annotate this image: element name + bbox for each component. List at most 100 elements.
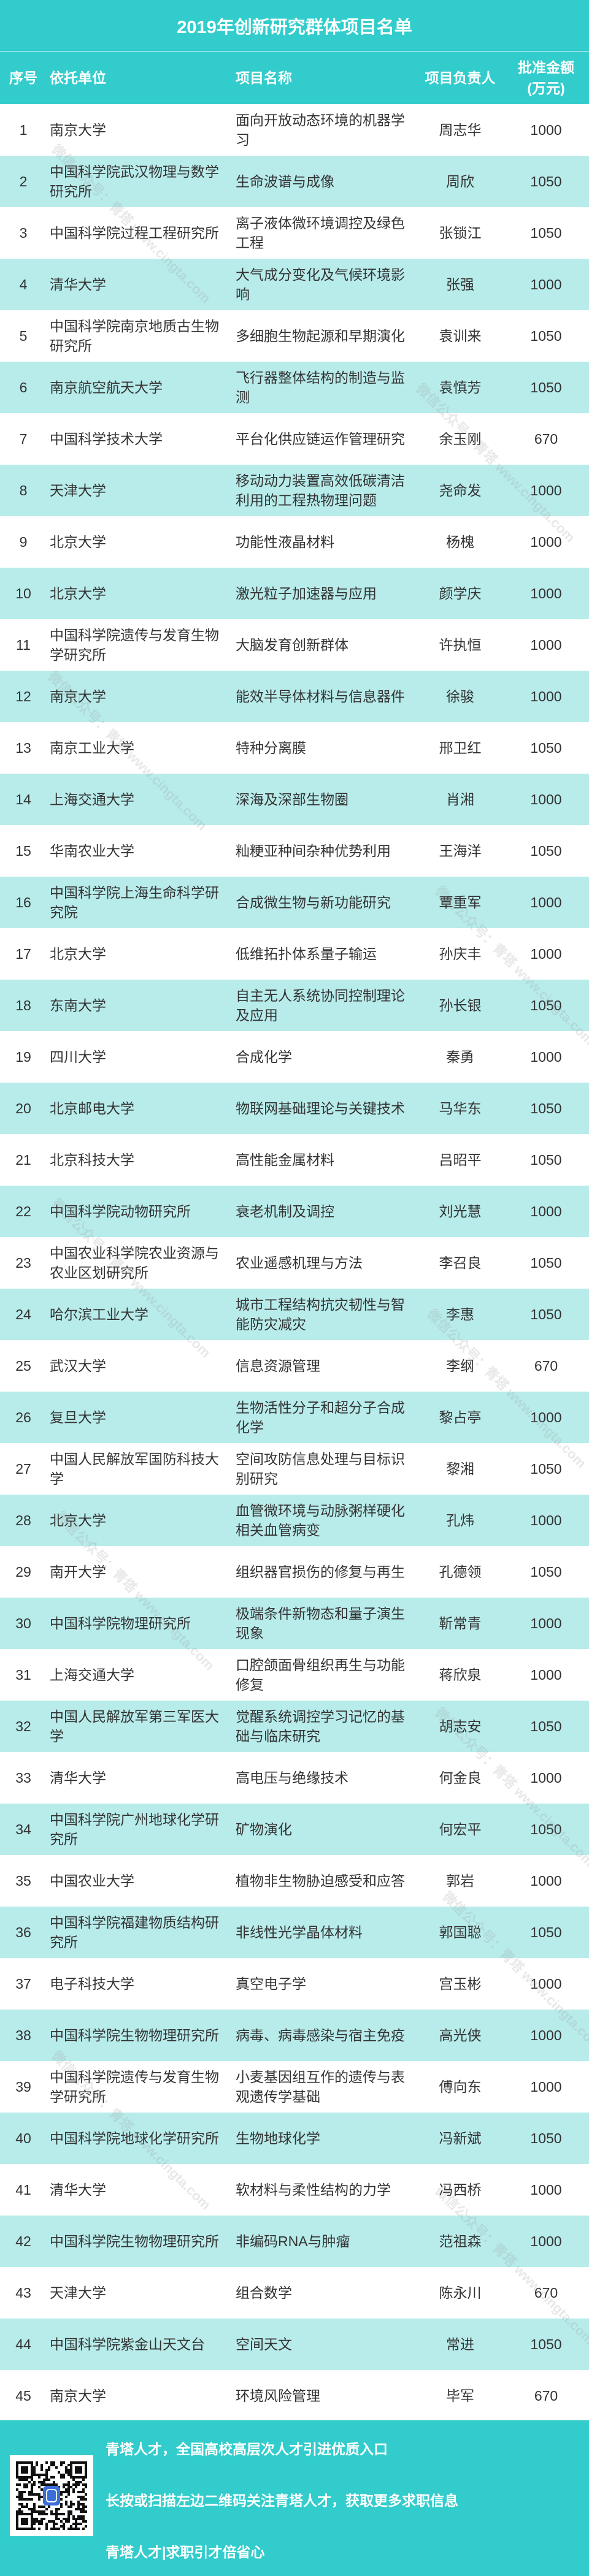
row-unit: 东南大学 bbox=[50, 997, 106, 1013]
row-amount: 1050 bbox=[530, 843, 562, 859]
row-amount: 670 bbox=[534, 431, 558, 447]
row-seq: 42 bbox=[15, 2233, 31, 2249]
row-unit: 上海交通大学 bbox=[50, 1667, 134, 1683]
row-project: 特种分离膜 bbox=[236, 740, 306, 756]
row-person: 黎占亭 bbox=[439, 1409, 482, 1425]
row-person: 冯西桥 bbox=[439, 2182, 482, 2198]
row-amount: 1050 bbox=[530, 997, 562, 1013]
row-person: 郭国聪 bbox=[439, 1924, 482, 1940]
row-project: 面向开放动态环境的机器学习 bbox=[236, 112, 405, 148]
table-row: 9 北京大学 功能性液晶材料 杨槐 1000 bbox=[0, 516, 589, 568]
row-person: 肖湘 bbox=[446, 791, 474, 807]
row-amount: 1050 bbox=[530, 379, 562, 395]
row-person: 高光侠 bbox=[439, 2027, 482, 2043]
row-person: 张强 bbox=[446, 276, 474, 292]
table-row: 27 中国人民解放军国防科技大学 空间攻防信息处理与目标识别研究 黎湘 1050 bbox=[0, 1443, 589, 1495]
table-row: 31 上海交通大学 口腔颌面骨组织再生与功能修复 蒋欣泉 1000 bbox=[0, 1649, 589, 1701]
header-amount-line2: (万元) bbox=[527, 80, 565, 96]
row-project: 大气成分变化及气候环境影响 bbox=[236, 267, 405, 302]
row-amount: 1000 bbox=[530, 482, 562, 498]
row-person: 李召良 bbox=[439, 1255, 482, 1271]
row-person: 尧命发 bbox=[439, 482, 482, 498]
row-project: 低维拓扑体系量子输运 bbox=[236, 946, 377, 962]
row-person: 靳常青 bbox=[439, 1615, 482, 1631]
row-seq: 33 bbox=[15, 1770, 31, 1786]
row-project: 合成微生物与新功能研究 bbox=[236, 894, 391, 910]
row-person: 孔德领 bbox=[439, 1564, 482, 1580]
row-project: 组合数学 bbox=[236, 2285, 292, 2301]
row-seq: 13 bbox=[15, 740, 31, 756]
row-unit: 北京大学 bbox=[50, 946, 106, 962]
row-seq: 30 bbox=[15, 1615, 31, 1631]
row-seq: 7 bbox=[19, 431, 28, 447]
table-row: 39 中国科学院遗传与发育生物学研究所 小麦基因组互作的遗传与表观遗传学基础 傅向东 1… bbox=[0, 2061, 589, 2113]
table-row: 25 武汉大学 信息资源管理 李纲 670 bbox=[0, 1340, 589, 1392]
row-project: 环境风险管理 bbox=[236, 2388, 320, 2404]
table-row: 16 中国科学院上海生命科学研究院 合成微生物与新功能研究 覃重军 1000 bbox=[0, 877, 589, 928]
table-row: 41 清华大学 软材料与柔性结构的力学 冯西桥 1000 bbox=[0, 2164, 589, 2216]
row-person: 孙长银 bbox=[439, 997, 482, 1013]
row-seq: 10 bbox=[15, 585, 31, 601]
row-project: 生物地球化学 bbox=[236, 2130, 320, 2146]
row-seq: 26 bbox=[15, 1409, 31, 1425]
row-unit: 中国人民解放军国防科技大学 bbox=[50, 1451, 219, 1487]
row-person: 颜学庆 bbox=[439, 585, 482, 601]
table-row: 22 中国科学院动物研究所 衰老机制及调控 刘光慧 1000 bbox=[0, 1186, 589, 1237]
table-header: 序号 依托单位 项目名称 项目负责人 批准金额 (万元) bbox=[0, 51, 589, 104]
table-row: 7 中国科学技术大学 平台化供应链运作管理研究 余玉刚 670 bbox=[0, 413, 589, 465]
table-row: 24 哈尔滨工业大学 城市工程结构抗灾韧性与智能防灾减灾 李惠 1050 bbox=[0, 1289, 589, 1340]
row-unit: 中国科学院上海生命科学研究院 bbox=[50, 885, 219, 920]
row-project: 移动动力装置高效低碳清洁利用的工程热物理问题 bbox=[236, 473, 405, 508]
row-project: 信息资源管理 bbox=[236, 1358, 320, 1374]
row-person: 傅向东 bbox=[439, 2079, 482, 2095]
row-project: 多细胞生物起源和早期演化 bbox=[236, 328, 405, 344]
table-row: 32 中国人民解放军第三军医大学 觉醒系统调控学习记忆的基础与临床研究 胡志安 1050 bbox=[0, 1701, 589, 1752]
row-project: 高性能金属材料 bbox=[236, 1152, 334, 1168]
row-project: 血管微环境与动脉粥样硬化相关血管病变 bbox=[236, 1503, 405, 1538]
row-project: 病毒、病毒感染与宿主免疫 bbox=[236, 2027, 405, 2043]
row-project: 大脑发育创新群体 bbox=[236, 637, 348, 653]
row-seq: 41 bbox=[15, 2182, 31, 2198]
row-project: 自主无人系统协同控制理论及应用 bbox=[236, 988, 405, 1023]
table-row: 26 复旦大学 生物活性分子和超分子合成化学 黎占亭 1000 bbox=[0, 1392, 589, 1443]
row-unit: 华南农业大学 bbox=[50, 843, 134, 859]
row-unit: 天津大学 bbox=[50, 482, 106, 498]
row-seq: 2 bbox=[19, 173, 28, 189]
row-unit: 北京邮电大学 bbox=[50, 1100, 134, 1116]
qr-code-icon[interactable] bbox=[10, 2455, 93, 2536]
footer-banner: 青塔人才，全国高校高层次人才引进优质入口 长按或扫描左边二维码关注青塔人才，获取… bbox=[0, 2420, 589, 2576]
table-row: 3 中国科学院过程工程研究所 离子液体微环境调控及绿色工程 张锁江 1050 bbox=[0, 207, 589, 259]
row-project: 城市工程结构抗灾韧性与智能防灾减灾 bbox=[236, 1297, 405, 1332]
row-project: 真空电子学 bbox=[236, 1976, 306, 1992]
row-amount: 1000 bbox=[530, 1409, 562, 1425]
table-row: 21 北京科技大学 高性能金属材料 吕昭平 1050 bbox=[0, 1134, 589, 1186]
row-amount: 1000 bbox=[530, 2233, 562, 2249]
row-person: 孔炜 bbox=[446, 1512, 474, 1528]
row-project: 组织器官损伤的修复与再生 bbox=[236, 1564, 405, 1580]
table-row: 8 天津大学 移动动力装置高效低碳清洁利用的工程热物理问题 尧命发 1000 bbox=[0, 465, 589, 516]
title-band: 2019年创新研究群体项目名单 bbox=[0, 0, 589, 51]
row-project: 空间天文 bbox=[236, 2336, 292, 2352]
header-amount-line1: 批准金额 bbox=[518, 59, 574, 75]
row-amount: 1050 bbox=[530, 1924, 562, 1940]
row-amount: 670 bbox=[534, 1358, 558, 1374]
table-row: 28 北京大学 血管微环境与动脉粥样硬化相关血管病变 孔炜 1000 bbox=[0, 1495, 589, 1546]
row-amount: 1050 bbox=[530, 1306, 562, 1322]
row-seq: 40 bbox=[15, 2130, 31, 2146]
row-project: 激光粒子加速器与应用 bbox=[236, 585, 377, 601]
row-person: 周志华 bbox=[439, 122, 482, 138]
row-seq: 20 bbox=[15, 1100, 31, 1116]
row-seq: 3 bbox=[19, 225, 28, 241]
row-amount: 1000 bbox=[530, 791, 562, 807]
row-amount: 1000 bbox=[530, 2027, 562, 2043]
row-unit: 中国科学院福建物质结构研究所 bbox=[50, 1915, 219, 1950]
table-row: 14 上海交通大学 深海及深部生物圈 肖湘 1000 bbox=[0, 774, 589, 825]
row-seq: 9 bbox=[19, 534, 28, 550]
row-project: 农业遥感机理与方法 bbox=[236, 1255, 363, 1271]
row-person: 袁慎芳 bbox=[439, 379, 482, 395]
row-unit: 中国科学院南京地质古生物研究所 bbox=[50, 318, 219, 354]
row-seq: 14 bbox=[15, 791, 31, 807]
row-person: 张锁江 bbox=[439, 225, 482, 241]
table-row: 42 中国科学院生物物理研究所 非编码RNA与肿瘤 范祖森 1000 bbox=[0, 2216, 589, 2267]
row-seq: 43 bbox=[15, 2285, 31, 2301]
